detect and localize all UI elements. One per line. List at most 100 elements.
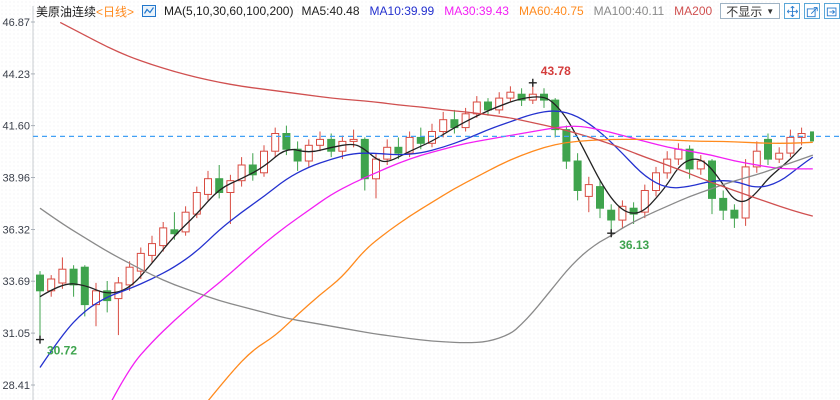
ma-line-ma100 xyxy=(39,154,814,344)
y-axis-tick-label: 38.96 xyxy=(2,173,30,185)
ma-line-ma30 xyxy=(111,125,813,400)
candle xyxy=(394,146,403,154)
candle xyxy=(775,152,784,160)
fit-chart-icon[interactable] xyxy=(804,3,821,19)
display-mode-dropdown[interactable]: 不显示 ▼ xyxy=(720,3,781,19)
ma-line-ma10 xyxy=(39,110,814,368)
ma-value-label-ma30: MA30:39.43 xyxy=(444,4,509,18)
candle xyxy=(495,97,504,111)
display-mode-label: 不显示 xyxy=(726,4,763,19)
candle xyxy=(416,136,425,144)
candle xyxy=(786,136,795,154)
candle xyxy=(797,133,806,138)
candle xyxy=(764,138,772,160)
y-axis-tick-label: 33.69 xyxy=(2,276,30,288)
candle xyxy=(282,133,291,150)
candle xyxy=(596,186,604,209)
ma-value-label-ma60: MA60:40.75 xyxy=(518,4,584,18)
candle xyxy=(461,113,470,129)
candle xyxy=(360,138,369,180)
candle xyxy=(92,290,100,306)
candle xyxy=(618,205,627,221)
price-marker-cross-icon xyxy=(528,78,537,87)
candle xyxy=(226,180,235,193)
candle xyxy=(349,138,358,142)
candle xyxy=(69,268,78,286)
candle xyxy=(125,266,134,286)
y-axis-tick-label: 46.87 xyxy=(2,17,30,29)
candle xyxy=(640,190,649,213)
chart-controls: 不显示 ▼ xyxy=(720,3,840,19)
candle xyxy=(260,150,268,174)
price-annotation: 36.13 xyxy=(619,238,649,252)
price-marker-cross-icon xyxy=(607,229,616,238)
candle xyxy=(405,136,414,154)
y-axis-tick-label: 44.23 xyxy=(2,69,30,81)
candle xyxy=(215,178,224,193)
period-label: <日线> xyxy=(96,4,135,19)
candle xyxy=(584,184,593,197)
ma-settings-label: MA(5,10,30,60,100,200) xyxy=(164,4,294,18)
candle xyxy=(248,164,257,176)
ma-line-ma5 xyxy=(39,96,803,298)
candle xyxy=(293,148,302,162)
candle xyxy=(629,207,638,215)
ma-lines-layer xyxy=(39,21,814,400)
price-annotation: 30.72 xyxy=(47,344,77,358)
candle xyxy=(428,131,436,144)
candle xyxy=(472,101,481,115)
y-axis-tick-label: 36.32 xyxy=(2,225,30,237)
ma-line-ma60 xyxy=(207,138,813,400)
y-axis-tick-label: 31.05 xyxy=(2,328,30,340)
candle xyxy=(271,133,280,152)
candle xyxy=(136,252,145,272)
ma-line-ma200 xyxy=(59,21,813,217)
candle xyxy=(506,91,515,99)
candle xyxy=(148,243,156,256)
candle xyxy=(551,99,560,131)
pan-crosshair-icon[interactable] xyxy=(784,3,801,19)
candle xyxy=(316,138,324,146)
annotations-layer: 43.78 36.13 30.72 xyxy=(36,64,650,358)
candle xyxy=(204,178,212,195)
indicator-chart-icon xyxy=(142,4,157,18)
y-axis-tick-label: 28.41 xyxy=(2,380,30,392)
candle xyxy=(573,160,582,191)
candle xyxy=(652,172,660,192)
chevron-down-icon: ▼ xyxy=(766,6,775,16)
candle xyxy=(607,209,616,221)
price-annotation: 43.78 xyxy=(541,64,571,78)
candle xyxy=(58,268,67,284)
candle xyxy=(752,150,761,168)
ma-value-label-ma5: MA5:40.48 xyxy=(301,4,360,18)
candle xyxy=(237,164,246,182)
candle xyxy=(372,158,380,180)
candle xyxy=(708,160,716,199)
candle xyxy=(383,146,392,160)
candle xyxy=(439,119,448,132)
ma-value-label-ma100: MA100:40.11 xyxy=(593,4,665,18)
symbol-name: 美原油连续 xyxy=(36,4,97,19)
candle xyxy=(674,148,683,160)
chart-header: 美原油连续<日线> MA(5,10,30,60,100,200) MA5:40.… xyxy=(36,2,840,20)
candle xyxy=(304,144,313,162)
candle xyxy=(484,101,492,111)
candle xyxy=(327,138,336,152)
y-axis-tick-label: 41.60 xyxy=(2,121,30,133)
ma-value-label-ma10: MA10:39.99 xyxy=(369,4,435,18)
candle xyxy=(36,274,44,292)
latest-price-tick xyxy=(810,131,814,142)
candle xyxy=(730,209,739,219)
ma-value-label-ma200: MA200 xyxy=(674,4,713,18)
candles-layer xyxy=(36,82,806,340)
latest-price-line xyxy=(33,131,840,142)
candle xyxy=(159,227,168,247)
y-axis: 46.87 44.23 41.60 38.96 36.32 33.69 31.05 28.41 xyxy=(2,6,35,400)
candle xyxy=(719,197,728,211)
candle xyxy=(741,166,750,219)
ma-values: MA5:40.48 MA10:39.99 MA30:39.43 MA60:40.75 M… xyxy=(301,4,712,18)
page-forward-icon[interactable] xyxy=(824,3,840,19)
candle xyxy=(517,93,526,101)
